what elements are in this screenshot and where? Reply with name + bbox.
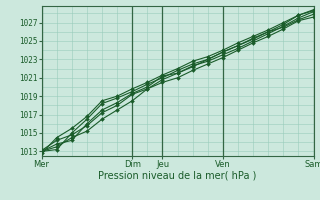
X-axis label: Pression niveau de la mer( hPa ): Pression niveau de la mer( hPa ) [99,171,257,181]
